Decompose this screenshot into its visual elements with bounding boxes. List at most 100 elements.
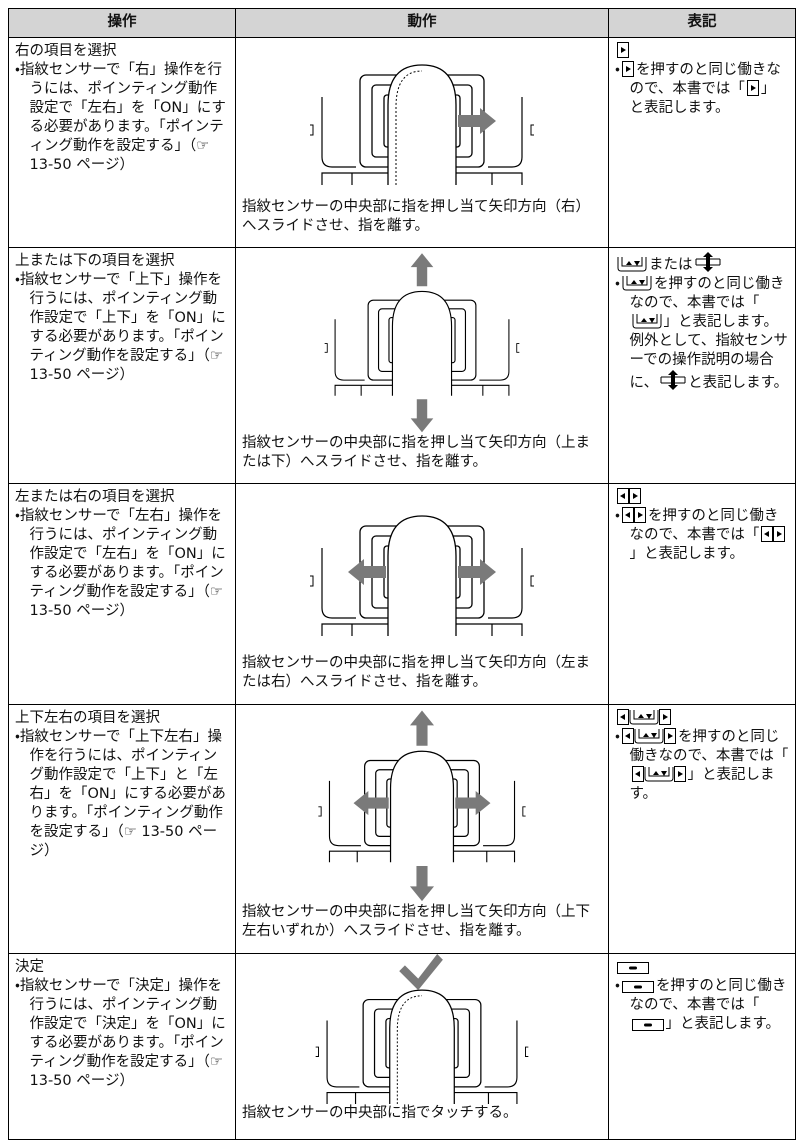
row: 上下左右の項目を選択・指紋センサーで「上下左右」操作を行うには、ポインティング動… [8, 704, 796, 954]
action-cell: 指紋センサーの中央部に指でタッチする。 [235, 953, 609, 1140]
op-title: 左または右の項目を選択 [15, 489, 175, 505]
op-title: 決定 [15, 959, 44, 975]
key-icon [617, 709, 671, 725]
operation-cell: 左または右の項目を選択・指紋センサーで「左右」操作を行うには、ポインティング動作… [8, 483, 236, 705]
notation-cell: ・を押すのと同じ働きなので、本書では「」と表記します。 [608, 37, 796, 248]
illustration-part [389, 989, 455, 1104]
notation-note: ・を押すのと同じ働きなので、本書では「」と表記します。 [615, 61, 789, 118]
operation-cell: 上下左右の項目を選択・指紋センサーで「上下左右」操作を行うには、ポインティング動… [8, 704, 236, 954]
action-cell: 指紋センサーの中央部に指を押し当て矢印方向（上または下）へスライドさせ、指を離す… [235, 247, 609, 484]
illustration-part [387, 64, 457, 185]
illustration-part [326, 1020, 360, 1088]
text: 」と表記します。 [629, 81, 776, 116]
op-title: 上または下の項目を選択 [15, 253, 175, 269]
text: を押すのと同じ働きなので、本書では「 [629, 62, 781, 97]
illustration-part [324, 343, 520, 353]
row: 左または右の項目を選択・指紋センサーで「左右」操作を行うには、ポインティング動作… [8, 483, 796, 705]
illustration-part [410, 399, 434, 433]
key-icon [629, 488, 641, 504]
illustration-part [479, 319, 510, 381]
row: 決定・指紋センサーで「決定」操作を行うには、ポインティング動作設定で「決定」を「… [8, 953, 796, 1140]
key-icon [747, 80, 759, 96]
notation-note: ・を押すのと同じ働きなので、本書では「」と表記します。例外として、指紋センサーで… [615, 275, 789, 393]
text: 」と表記します。 [629, 767, 775, 802]
illustration-part [321, 97, 356, 168]
illustration-part [399, 954, 443, 991]
illustration-part [410, 253, 434, 287]
illustration-part [310, 575, 534, 587]
caption: 指紋センサーの中央部に指を押し当て矢印方向（上または下）へスライドさせ、指を離す… [242, 435, 590, 470]
text: ・ [615, 978, 620, 994]
notation-note: ・を押すのと同じ働きなので、本書では「」と表記します。 [615, 977, 789, 1034]
notation-note: ・を押すのと同じ働きなので、本書では「」と表記します。 [615, 728, 789, 804]
op-note: ・指紋センサーで「右」操作を行うには、ポインティング動作設定で「左右」を「ON」… [15, 62, 226, 173]
caption: 指紋センサーの中央部に指でタッチする。 [242, 1105, 518, 1121]
op-note: ・指紋センサーで「上下左右」操作を行うには、ポインティング動作設定で「上下」と「… [15, 729, 226, 859]
key-icon [617, 962, 649, 974]
op-note: ・指紋センサーで「上下」操作を行うには、ポインティング動作設定で「上下」を「ON… [15, 272, 226, 383]
illustration-part [488, 97, 523, 168]
text: 」と表記します。 [665, 1016, 781, 1032]
key-icon [617, 42, 629, 58]
illustration [324, 253, 520, 433]
caption: 指紋センサーの中央部に指を押し当て矢印方向（左または右）へスライドさせ、指を離す… [242, 655, 590, 690]
illustration-part [348, 559, 386, 585]
illustration [310, 64, 534, 185]
text: を押すのと同じ働きなので、本書では「 [629, 508, 779, 543]
key-icon [621, 728, 676, 744]
illustration-part [391, 290, 453, 396]
header-cell: 操作 [8, 8, 236, 38]
notation-cell: または ・を押すのと同じ働きなので、本書では「」と表記します。例外として、指紋セ… [608, 247, 796, 484]
key-icon [632, 1019, 664, 1031]
text: を押すのと同じ働きなので、本書では「 [629, 729, 789, 764]
text: ・ [615, 729, 620, 745]
op-note: ・指紋センサーで「左右」操作を行うには、ポインティング動作設定で「左右」を「ON… [15, 508, 226, 619]
caption: 指紋センサーの中央部に指を押し当て矢印方向（右）へスライドさせ、指を離す。 [242, 199, 590, 234]
header-row: 操作 動作 表記 [8, 8, 796, 38]
key-icon [617, 256, 647, 272]
illustration-part [484, 1020, 518, 1088]
action-cell: 指紋センサーの中央部に指を押し当て矢印方向（左または右）へスライドさせ、指を離す… [235, 483, 609, 705]
key-icon [621, 507, 646, 523]
illustration-part [353, 791, 389, 816]
op-note: ・指紋センサーで「決定」操作を行うには、ポインティング動作設定で「決定」を「ON… [15, 978, 226, 1089]
illustration-part [458, 559, 496, 585]
text: を押すのと同じ働きなので、本書では「 [629, 276, 785, 311]
row: 右の項目を選択 ・指紋センサーで「右」操作を行うには、ポインティング動作設定で「左… [8, 37, 796, 248]
key-icon [761, 526, 786, 542]
operation-cell: 上または下の項目を選択・指紋センサーで「上下」操作を行うには、ポインティング動作… [8, 247, 236, 484]
header-cell: 動作 [235, 8, 609, 38]
key-icon [631, 766, 686, 782]
illustration-part [328, 780, 361, 847]
illustration-part [315, 1046, 529, 1058]
text: ・ [615, 62, 620, 78]
illustration-part [409, 710, 435, 746]
illustration-part [458, 108, 496, 134]
text: を押すのと同じ働きなので、本書では「 [629, 978, 787, 1013]
illustration-part [318, 806, 526, 817]
operation-table: 操作 動作 表記 右の項目を選択 ・指紋センサーで「右」操作を行うには、ポインティ… [8, 8, 796, 1140]
action-cell: 指紋センサーの中央部に指を押し当て矢印方向（上下左右いずれか）へスライドさせ、指… [235, 704, 609, 954]
op-title: 上下左右の項目を選択 [15, 710, 160, 726]
row: 上または下の項目を選択・指紋センサーで「上下」操作を行うには、ポインティング動作… [8, 247, 796, 484]
illustration-part [409, 865, 435, 902]
text: ・ [615, 508, 620, 524]
illustration-part [455, 791, 491, 816]
illustration [315, 954, 529, 1104]
key-icon [632, 313, 662, 329]
illustration-part [483, 780, 516, 847]
operation-cell: 右の項目を選択 ・指紋センサーで「右」操作を行うには、ポインティング動作設定で「左… [8, 37, 236, 248]
illustration-part [310, 124, 534, 136]
illustration-part [488, 548, 523, 619]
illustration-part [389, 750, 455, 863]
key-icon [622, 981, 654, 993]
text: 」と表記します。例外として、指紋センサーでの操作説明の場合に、 [629, 314, 788, 391]
text: と表記します。 [688, 375, 789, 391]
text: または [649, 257, 693, 273]
action-cell: 指紋センサーの中央部に指を押し当て矢印方向（右）へスライドさせ、指を離す。 [235, 37, 609, 248]
illustration [310, 515, 534, 636]
illustration-part [321, 548, 356, 619]
notation-note: ・を押すのと同じ働きなので、本書では「」と表記します。 [615, 507, 789, 564]
text: ・ [615, 276, 620, 292]
